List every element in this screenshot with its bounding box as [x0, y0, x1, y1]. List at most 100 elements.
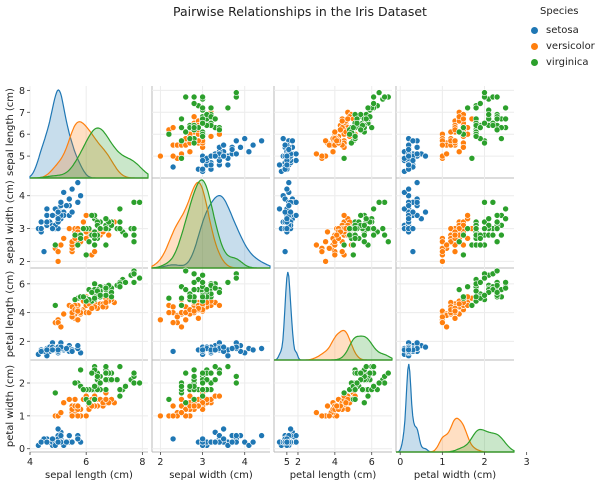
point-virginica: [130, 225, 138, 232]
point-setosa: [37, 218, 45, 226]
point-virginica: [370, 93, 377, 101]
legend-marker-versicolor: [531, 42, 538, 50]
point-virginica: [362, 215, 370, 222]
point-setosa: [74, 199, 82, 206]
point-versicolor: [333, 137, 341, 145]
point-setosa: [63, 438, 70, 446]
point-virginica: [182, 128, 189, 136]
point-virginica: [476, 241, 484, 249]
point-virginica: [77, 366, 84, 374]
point-versicolor: [329, 148, 337, 155]
point-virginica: [502, 284, 509, 292]
x-tick-label: 2: [481, 457, 487, 468]
point-virginica: [502, 205, 509, 213]
point-virginica: [370, 225, 377, 232]
point-virginica: [364, 104, 372, 112]
point-setosa: [276, 161, 283, 169]
point-virginica: [381, 199, 388, 206]
point-virginica: [190, 270, 198, 278]
point-virginica: [472, 133, 480, 140]
x-axis-label: sepal length (cm): [45, 470, 133, 481]
point-virginica: [91, 396, 98, 403]
point-virginica: [96, 379, 104, 387]
point-setosa: [43, 218, 51, 226]
point-virginica: [91, 231, 98, 239]
point-versicolor: [443, 323, 450, 331]
point-virginica: [199, 279, 206, 286]
point-setosa: [74, 342, 82, 349]
point-virginica: [348, 139, 355, 147]
point-virginica: [190, 286, 198, 293]
kde-sepal-width: [151, 179, 271, 269]
point-virginica: [379, 225, 387, 232]
point-virginica: [455, 128, 463, 136]
point-versicolor: [74, 316, 82, 324]
point-virginica: [165, 396, 173, 403]
point-setosa: [249, 141, 257, 149]
point-virginica: [102, 291, 110, 299]
point-virginica: [85, 238, 93, 245]
point-virginica: [362, 363, 370, 370]
point-versicolor: [318, 412, 326, 420]
chart-title: Pairwise Relationships in the Iris Datas…: [173, 4, 427, 19]
point-versicolor: [178, 409, 185, 416]
point-virginica: [199, 119, 206, 127]
point-versicolor: [333, 231, 341, 239]
point-setosa: [37, 438, 45, 446]
point-virginica: [190, 279, 198, 286]
scatter-petal-length-vs-sepal-length: [35, 267, 143, 360]
point-virginica: [182, 267, 189, 275]
point-setosa: [169, 435, 177, 443]
point-virginica: [481, 291, 488, 299]
point-virginica: [481, 119, 488, 127]
point-versicolor: [169, 402, 177, 410]
point-versicolor: [439, 141, 446, 149]
point-virginica: [481, 89, 488, 96]
point-setosa: [258, 345, 265, 352]
legend-label-virginica: virginica: [546, 56, 589, 68]
point-setosa: [283, 215, 291, 222]
point-versicolor: [325, 412, 333, 420]
point-setosa: [405, 152, 412, 160]
point-virginica: [190, 93, 198, 101]
point-virginica: [472, 225, 480, 232]
point-virginica: [71, 379, 79, 387]
point-virginica: [340, 155, 348, 162]
point-versicolor: [439, 319, 446, 326]
point-setosa: [292, 157, 300, 164]
point-setosa: [405, 185, 412, 193]
point-virginica: [362, 115, 370, 123]
point-virginica: [80, 293, 87, 301]
point-virginica: [102, 284, 110, 292]
point-virginica: [136, 379, 143, 387]
point-virginica: [122, 279, 129, 286]
point-setosa: [258, 432, 265, 439]
point-virginica: [233, 373, 240, 380]
point-virginica: [102, 376, 110, 384]
scatter-sepal-width-vs-sepal-length: [35, 179, 143, 265]
point-setosa: [60, 189, 68, 196]
point-virginica: [357, 126, 365, 134]
y-axis-label: petal length (cm): [5, 271, 16, 358]
point-virginica: [102, 225, 110, 232]
point-virginica: [116, 205, 124, 213]
point-versicolor: [71, 396, 79, 403]
point-versicolor: [313, 241, 320, 249]
point-setosa: [199, 165, 206, 173]
point-versicolor: [325, 141, 333, 149]
point-setosa: [220, 435, 227, 443]
point-virginica: [136, 274, 143, 282]
point-versicolor: [460, 115, 467, 123]
point-versicolor: [66, 225, 73, 232]
point-virginica: [472, 293, 480, 301]
point-versicolor: [451, 137, 459, 145]
point-virginica: [207, 104, 215, 112]
point-versicolor: [318, 248, 326, 255]
point-virginica: [94, 373, 101, 380]
point-virginica: [349, 124, 357, 131]
point-setosa: [68, 438, 76, 446]
point-virginica: [51, 302, 59, 309]
point-virginica: [489, 122, 497, 129]
point-setosa: [249, 438, 257, 446]
point-virginica: [190, 100, 198, 107]
